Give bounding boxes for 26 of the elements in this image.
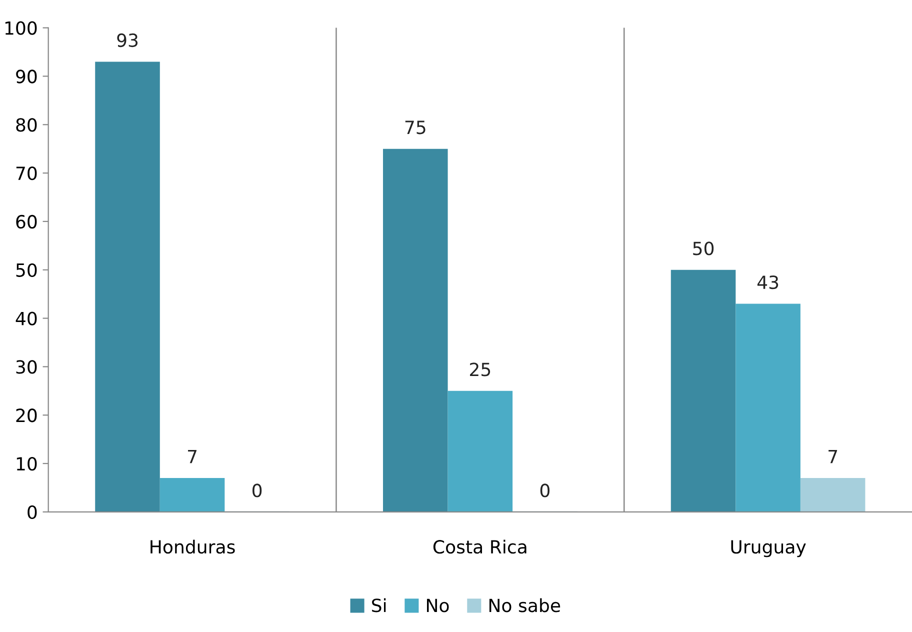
data-label: 50: [693, 242, 714, 256]
y-tick-label: 20: [16, 408, 37, 422]
y-tick-label: 40: [16, 312, 37, 326]
data-label: 7: [188, 450, 196, 464]
y-tick-label: 60: [16, 214, 37, 229]
y-tick-label: 30: [16, 360, 37, 374]
legend-label: Si: [372, 598, 386, 612]
y-tick-label: 90: [16, 70, 37, 84]
data-label: 75: [405, 120, 426, 134]
data-label: 93: [117, 33, 138, 48]
data-label: 25: [470, 362, 490, 376]
data-label: 7: [828, 450, 838, 464]
y-tick-label: 0: [28, 505, 37, 520]
data-label: 43: [757, 275, 778, 290]
y-tick-label: 50: [16, 263, 37, 277]
y-tick-label: 10: [16, 456, 37, 471]
y-tick-label: 100: [5, 21, 37, 35]
y-tick-label: 80: [16, 118, 37, 132]
y-tick-label: 70: [16, 166, 37, 180]
legend-label: No sabe: [489, 598, 560, 612]
x-tick-label: Uruguay: [731, 540, 806, 558]
data-label: 0: [252, 484, 262, 498]
x-tick-label: Honduras: [150, 540, 235, 554]
x-tick-label: Costa Rica: [433, 540, 526, 554]
data-label: 0: [540, 484, 550, 498]
legend-label: No: [426, 598, 449, 612]
